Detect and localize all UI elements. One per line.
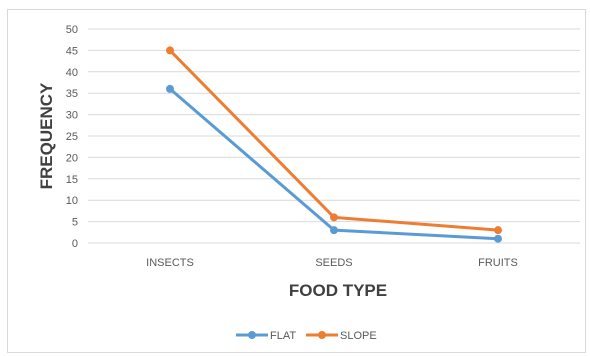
legend-marker-slope	[318, 331, 326, 339]
legend-marker-flat	[248, 331, 256, 339]
data-point-slope	[166, 46, 174, 55]
y-tick-label: 0	[72, 238, 78, 250]
legend-label-slope: SLOPE	[340, 330, 377, 342]
x-axis-title: FOOD TYPE	[289, 281, 387, 300]
y-tick-label: 10	[66, 195, 78, 207]
data-point-flat	[494, 234, 502, 243]
y-tick-label: 50	[66, 24, 78, 36]
y-tick-label: 20	[66, 152, 78, 164]
legend: FLAT SLOPE	[236, 330, 377, 342]
y-axis-title: FREQUENCY	[37, 82, 56, 189]
data-point-slope	[494, 226, 502, 235]
x-tick-label: SEEDS	[315, 257, 352, 269]
y-tick-label: 5	[72, 217, 78, 229]
y-tick-label: 40	[66, 67, 78, 79]
y-tick-label: 35	[66, 88, 78, 100]
y-tick-label: 15	[66, 174, 78, 186]
series-lines	[166, 46, 502, 243]
x-axis-ticks: INSECTS SEEDS FRUITS	[146, 257, 518, 269]
data-point-flat	[330, 226, 338, 235]
y-tick-label: 25	[66, 131, 78, 143]
y-tick-label: 30	[66, 110, 78, 122]
y-tick-label: 45	[66, 45, 78, 57]
series-line-slope	[168, 49, 499, 232]
gridlines	[88, 28, 580, 244]
x-tick-label: INSECTS	[146, 257, 194, 269]
y-axis-ticks: 0 5 10 15 20 25 30 35 40 45 50	[66, 24, 78, 250]
data-point-flat	[166, 84, 174, 93]
data-point-slope	[330, 213, 338, 222]
legend-label-flat: FLAT	[270, 330, 296, 342]
x-tick-label: FRUITS	[478, 257, 518, 269]
